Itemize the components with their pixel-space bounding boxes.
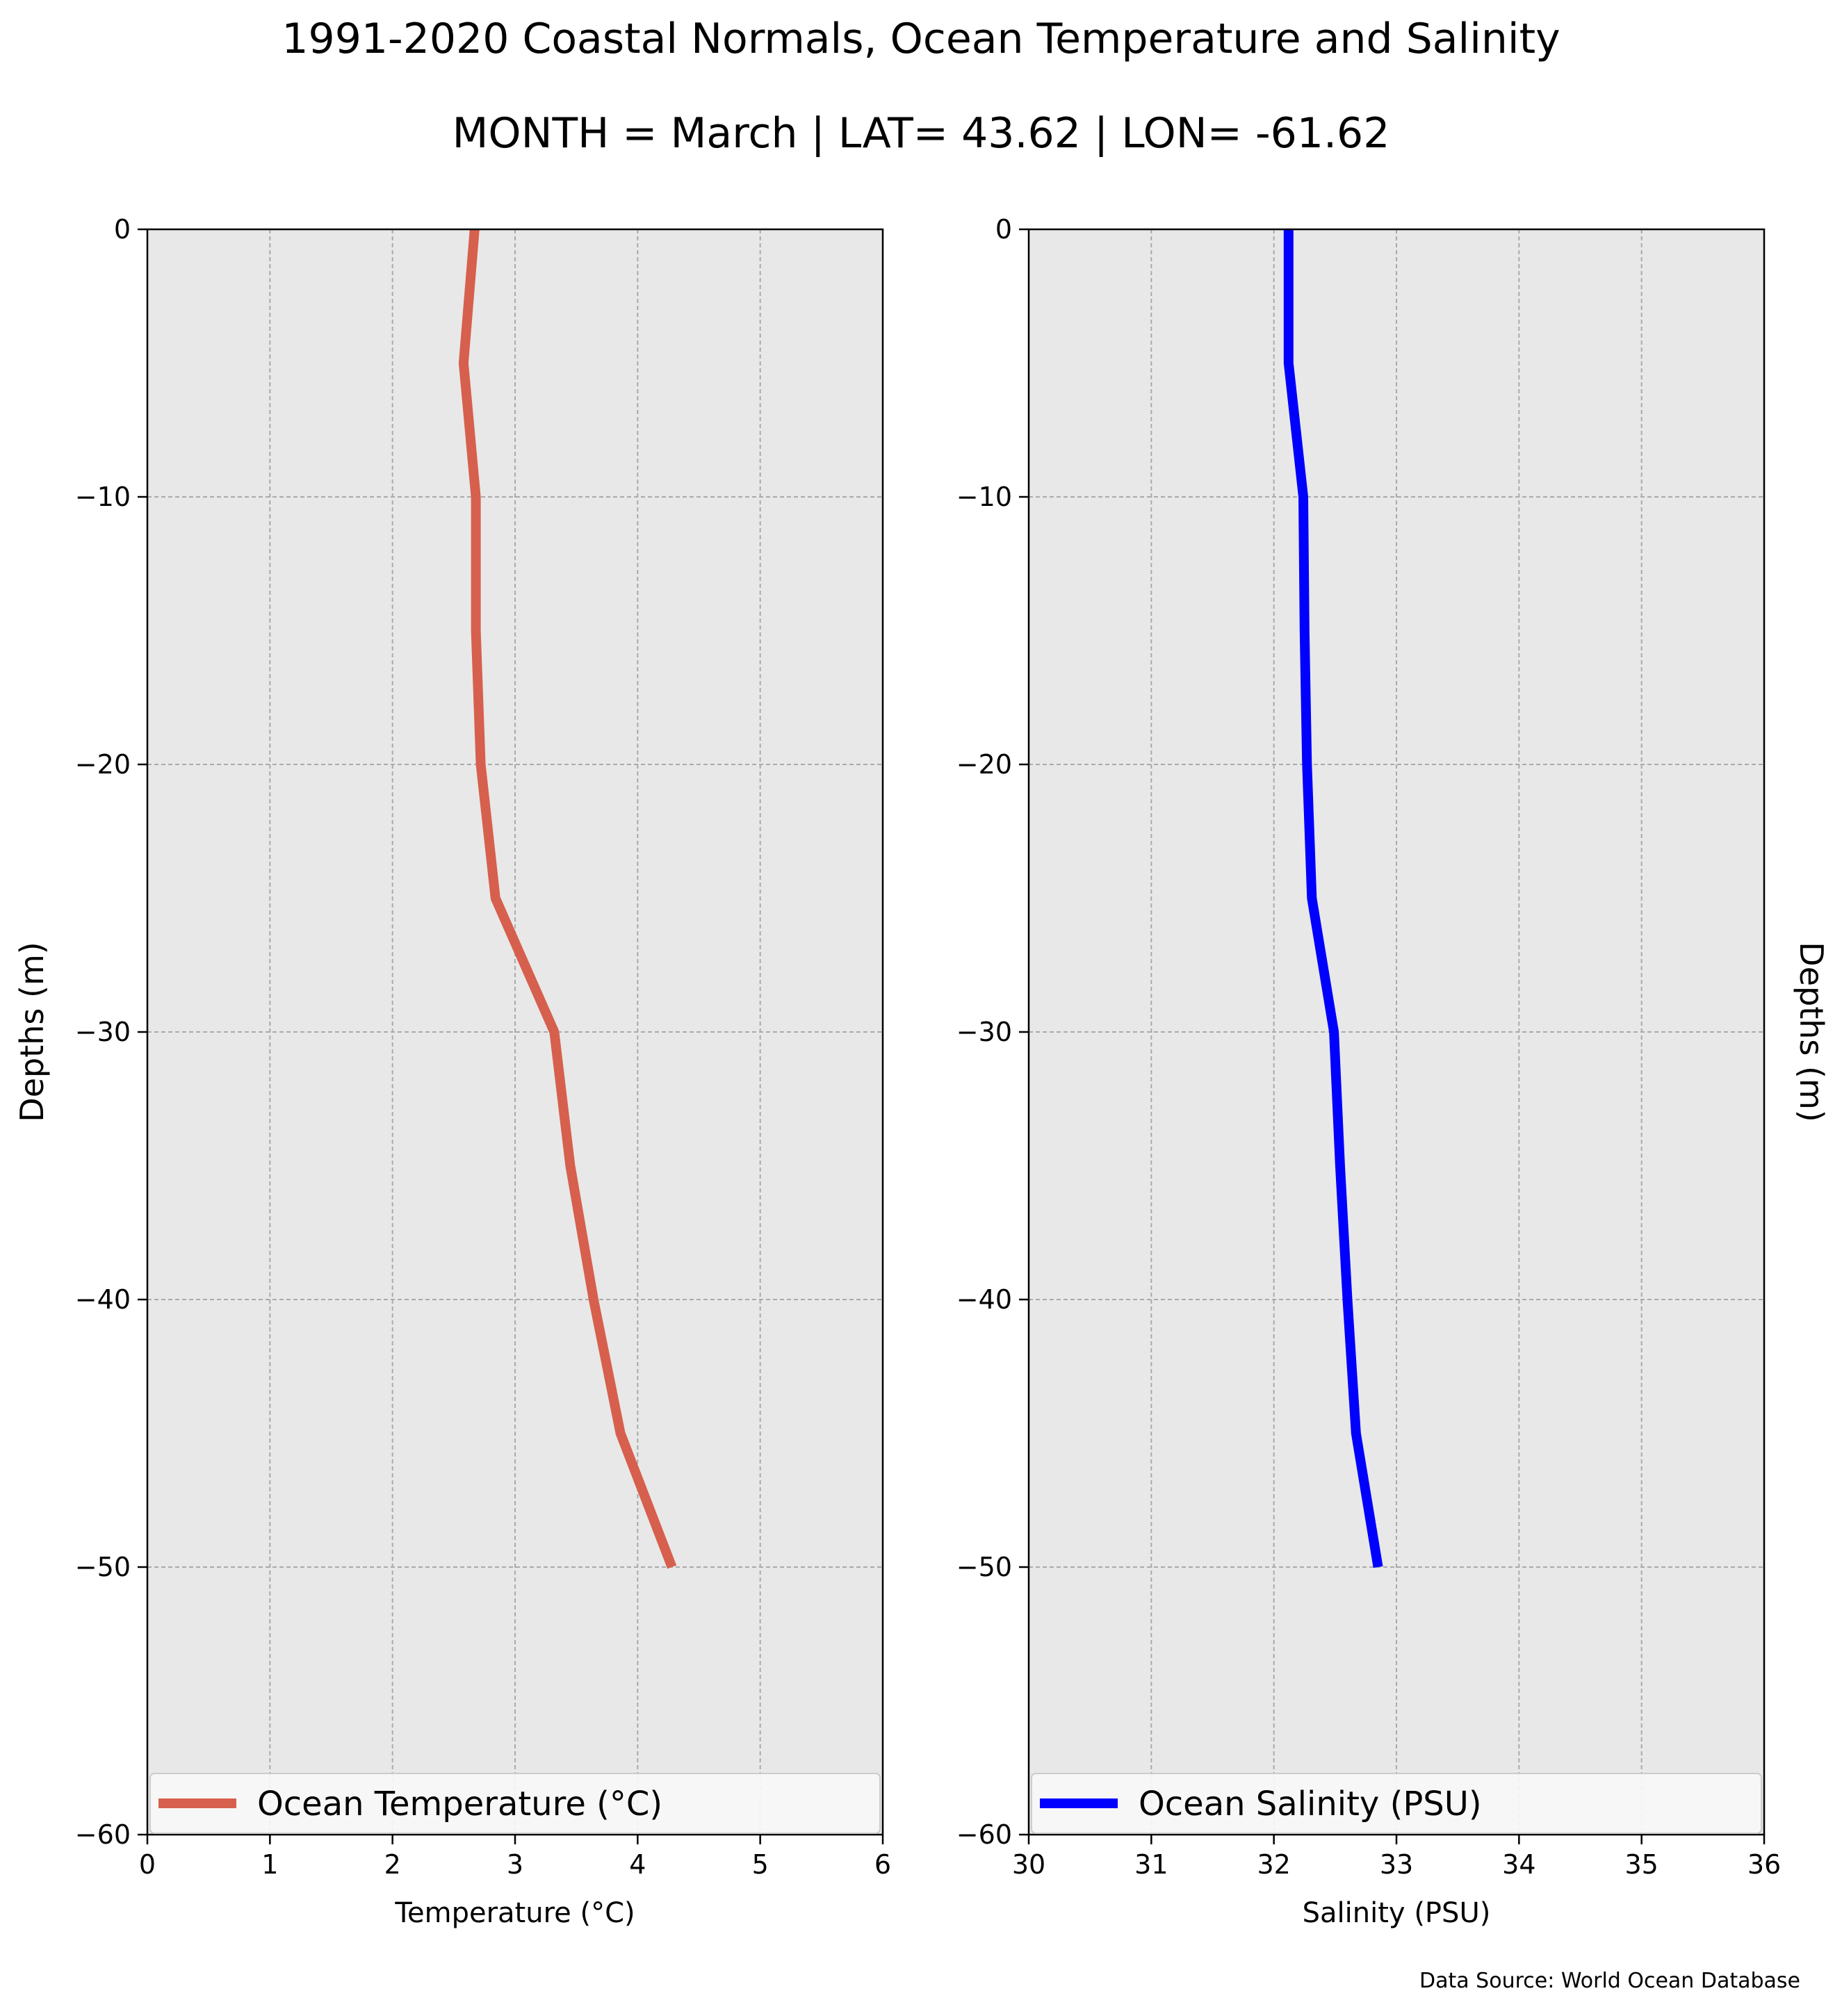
y-tick-label: 0	[995, 214, 1012, 245]
x-tick-label: 4	[629, 1849, 646, 1880]
x-tick-label: 30	[1012, 1849, 1045, 1880]
chart-subtitle: MONTH = March | LAT= 43.62 | LON= -61.62	[453, 109, 1390, 158]
x-axis-label: Temperature (°C)	[394, 1897, 635, 1929]
x-tick-label: 3	[507, 1849, 523, 1880]
legend-label: Ocean Temperature (°C)	[257, 1785, 662, 1824]
y-tick-label: 0	[114, 214, 131, 245]
x-tick-label: 31	[1134, 1849, 1168, 1880]
x-tick-label: 0	[139, 1849, 156, 1880]
x-tick-label: 35	[1624, 1849, 1658, 1880]
y-tick-label: −60	[75, 1819, 131, 1850]
y-tick-label: −50	[75, 1552, 131, 1582]
x-tick-label: 1	[261, 1849, 278, 1880]
y-tick-label: −40	[956, 1284, 1012, 1315]
y-tick-label: −20	[75, 749, 131, 780]
x-tick-label: 36	[1747, 1849, 1781, 1880]
x-axis-label: Salinity (PSU)	[1303, 1897, 1491, 1929]
y-tick-label: −10	[75, 482, 131, 512]
y-tick-label: −60	[956, 1819, 1012, 1850]
y-tick-label: −30	[75, 1017, 131, 1047]
series-line-0	[1283, 229, 1383, 1568]
chart-title: 1991-2020 Coastal Normals, Ocean Tempera…	[282, 15, 1560, 63]
x-tick-label: 32	[1257, 1849, 1290, 1880]
y-tick-label: −10	[956, 482, 1012, 512]
x-tick-label: 6	[874, 1849, 891, 1880]
plot-frame	[1027, 228, 1766, 1836]
y-tick-label: −50	[956, 1552, 1012, 1582]
legend-box	[1031, 1773, 1762, 1834]
x-tick-label: 33	[1380, 1849, 1413, 1880]
y-tick-label: −40	[75, 1284, 131, 1315]
series-line-0	[458, 229, 677, 1569]
data-source-note: Data Source: World Ocean Database	[1419, 1969, 1800, 1993]
plot-frame	[146, 228, 884, 1836]
y-tick-label: −20	[956, 749, 1012, 780]
y-axis-label: Depths (m)	[1793, 942, 1830, 1122]
salinity-panel: 30 31 32 33 34 35 36 0 −10 −20 −30 −40 −50 −60 Ocean S…	[956, 214, 1830, 1929]
y-tick-label: −30	[956, 1017, 1012, 1047]
x-tick-label: 2	[384, 1849, 401, 1880]
legend-box	[149, 1773, 881, 1834]
x-tick-label: 5	[752, 1849, 769, 1880]
x-tick-label: 34	[1502, 1849, 1535, 1880]
legend: Ocean Temperature (°C)	[149, 1773, 881, 1834]
temperature-panel: 0 1 2 3 4 5 6 0 −10 −20 −30 −40 −50 −60 Ocean Temperat…	[13, 214, 891, 1929]
legend-label: Ocean Salinity (PSU)	[1139, 1785, 1482, 1824]
legend: Ocean Salinity (PSU)	[1031, 1773, 1762, 1834]
y-axis-label: Depths (m)	[13, 942, 51, 1122]
